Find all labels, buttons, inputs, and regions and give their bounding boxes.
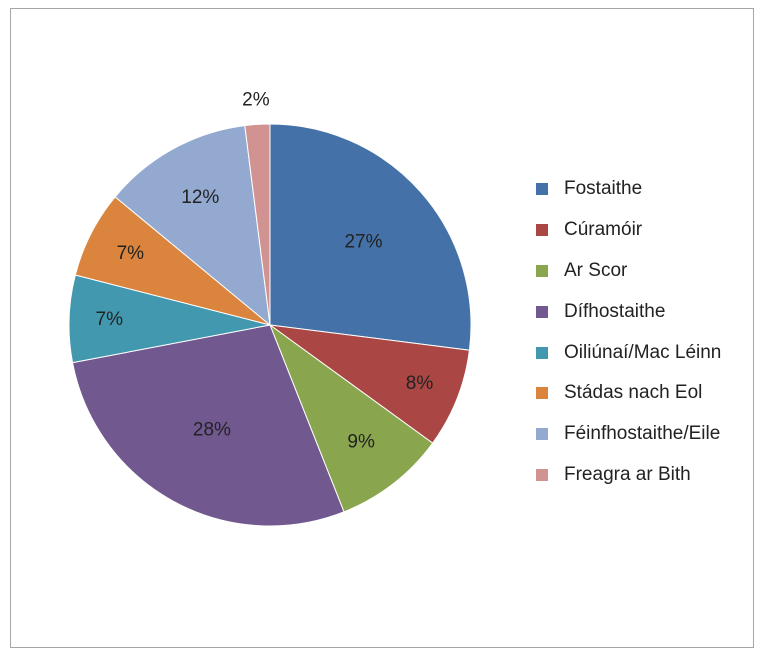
legend-label: Freagra ar Bith [564, 463, 691, 485]
legend-swatch [536, 387, 548, 400]
data-label-ar-scor: 9% [347, 432, 375, 453]
legend-item-curamoir: Cúramóir [536, 210, 721, 251]
pie-slice-difhostaithe [71, 324, 345, 527]
pie-slice-feinfhostaithe-eile [114, 125, 271, 327]
legend-swatch [536, 183, 548, 196]
legend-swatch [536, 264, 548, 277]
legend-swatch [536, 468, 548, 481]
pie-slice-ar-scor [268, 323, 434, 513]
legend-label: Oiliúnaí/Mac Léinn [564, 341, 722, 363]
data-label-stadas-nach-eol: 7% [117, 243, 145, 264]
data-label-fostaithe: 27% [344, 232, 382, 253]
data-label-curamoir: 8% [406, 373, 434, 394]
legend-label: Fostaithe [564, 178, 643, 200]
legend-label: Cúramóir [564, 219, 643, 241]
legend-swatch [536, 224, 548, 237]
legend-label: Ar Scor [564, 259, 628, 281]
legend-item-freagra-ar-bith: Freagra ar Bith [536, 455, 721, 496]
legend-item-ar-scor: Ar Scor [536, 251, 721, 292]
pie-chart: 27% 8% 9% 28% 7% 7% 12% 2% [68, 89, 472, 527]
chart-frame: 27% 8% 9% 28% 7% 7% 12% 2% Fostaithe Cúramóir Ar … [10, 8, 754, 648]
pie-slice-freagra-ar-bith [244, 123, 271, 326]
legend-label: Dífhostaithe [564, 300, 666, 322]
data-label-feinfhostaithe-eile: 12% [181, 187, 219, 208]
legend-item-difhostaithe: Dífhostaithe [536, 291, 721, 332]
legend-item-oiliunai-mac-leinn: Oiliúnaí/Mac Léinn [536, 332, 721, 373]
data-label-oiliunai-mac-leinn: 7% [96, 309, 124, 330]
legend-label: Féinfhostaithe/Eile [564, 423, 721, 445]
data-label-freagra-ar-bith: 2% [242, 89, 270, 110]
pie-data-labels: 27% 8% 9% 28% 7% 7% 12% 2% [96, 89, 434, 452]
data-label-difhostaithe: 28% [193, 420, 231, 441]
pie-slice-fostaithe [269, 123, 472, 351]
legend-swatch [536, 346, 548, 359]
legend-item-feinfhostaithe-eile: Féinfhostaithe/Eile [536, 414, 721, 455]
pie-slices [68, 123, 472, 527]
legend: Fostaithe Cúramóir Ar Scor Dífhostaithe Oili… [536, 169, 721, 495]
legend-item-fostaithe: Fostaithe [536, 169, 721, 210]
legend-swatch [536, 305, 548, 318]
legend-label: Stádas nach Eol [564, 382, 703, 404]
legend-swatch [536, 428, 548, 441]
pie-slice-curamoir [269, 324, 470, 444]
legend-item-stadas-nach-eol: Stádas nach Eol [536, 373, 721, 414]
